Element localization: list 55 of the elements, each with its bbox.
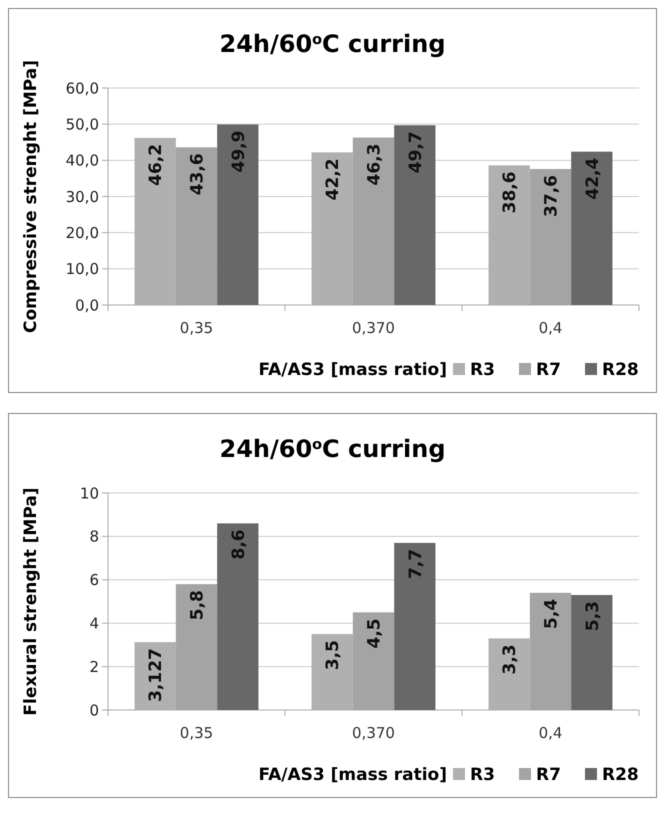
y-tick-label: 60,0 [66,79,99,98]
data-label: 7,7 [406,548,426,580]
x-axis-title: FA/AS3 [mass ratio] [258,360,447,380]
data-label: 46,3 [364,144,384,186]
data-label: 42,4 [582,157,603,200]
bar [571,152,612,305]
legend-label: R3 [470,765,495,785]
bar [394,542,436,710]
x-tick-label: 0,4 [538,319,562,337]
y-axis-title: Compressive strenght [MPa] [21,60,41,334]
y-tick-label: 0,0 [75,296,99,314]
bar [217,124,258,305]
data-label: 4,5 [364,618,384,648]
data-label: 49,9 [228,130,249,172]
legend-label: R28 [602,360,639,380]
data-label: 5,3 [582,600,603,632]
x-tick-label: 0,35 [180,724,214,742]
legend-label: R28 [602,765,639,785]
legend-label: R7 [536,360,561,380]
bar [571,594,612,710]
legend-label: R3 [470,360,495,380]
y-tick-label: 30,0 [66,188,99,206]
data-label: 3,3 [500,644,520,675]
y-axis-title: Flexural strenght [MPa] [21,487,41,716]
y-tick-label: 4 [89,614,99,632]
y-tick-label: 0 [89,701,99,720]
data-label: 5,4 [541,598,562,629]
data-label: 49,7 [406,131,426,174]
data-label: 46,2 [146,144,166,186]
x-axis-title: FA/AS3 [mass ratio] [258,765,447,785]
y-tick-label: 2 [89,658,99,676]
data-label: 37,6 [541,175,562,217]
data-label: 5,8 [187,590,208,620]
data-label: 43,6 [187,153,208,196]
x-tick-label: 0,4 [538,724,562,742]
bar [217,523,258,710]
y-tick-label: 8 [89,528,99,546]
x-tick-label: 0,370 [352,724,395,742]
data-label: 38,6 [500,171,520,214]
y-tick-label: 6 [89,571,99,590]
bar [394,125,436,305]
y-tick-label: 20,0 [66,224,99,242]
y-tick-label: 50,0 [66,115,99,134]
data-label: 8,6 [228,529,249,560]
data-label: 3,127 [146,648,166,702]
y-tick-label: 40,0 [66,152,99,170]
data-label: 42,2 [323,158,344,200]
chart-title: 24h/60$^{o}$C curring [220,30,446,58]
chart-title: 24h/60$^{o}$C curring [220,435,446,463]
legend-label: R7 [536,765,561,785]
y-tick-label: 10 [80,484,99,502]
x-tick-label: 0,35 [180,319,214,337]
y-tick-label: 10,0 [66,260,99,278]
data-label: 3,5 [323,640,344,670]
x-tick-label: 0,370 [352,319,395,337]
